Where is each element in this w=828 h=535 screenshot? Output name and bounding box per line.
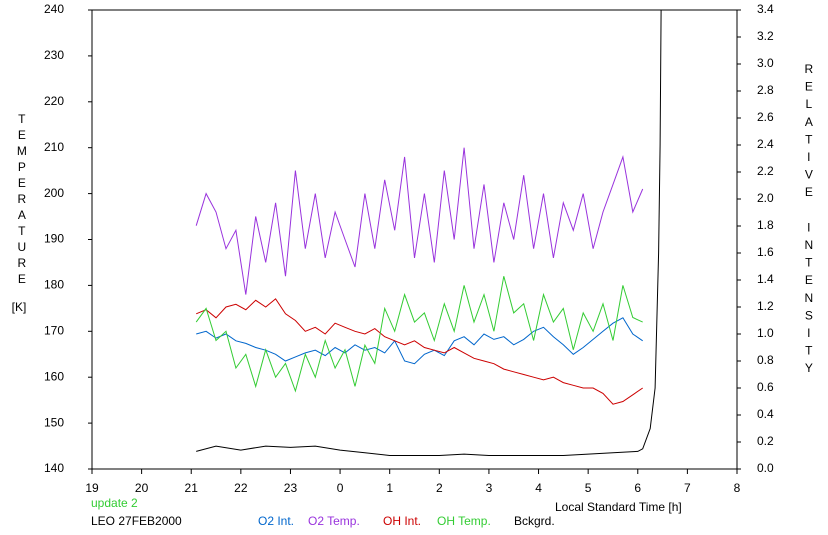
y2-tick-label: 2.6 [757,110,774,124]
y2-tick-label: 2.4 [757,137,774,151]
x-tick-label: 8 [734,481,741,495]
x-tick-label: 22 [234,481,248,495]
legend-label: O2 Temp. [308,514,360,528]
plot-area [195,10,662,456]
y2-tick-label: 2.2 [757,164,774,178]
y-tick-label: 170 [44,323,64,337]
y2-tick-label: 1.2 [757,299,774,313]
y2-tick-label: 0.6 [757,380,774,394]
x-tick-label: 1 [386,481,393,495]
x-tick-label: 21 [185,481,199,495]
x-tick-label: 2 [436,481,443,495]
y2-tick-label: 1.6 [757,245,774,259]
y-tick-label: 190 [44,232,64,246]
series-line [195,147,644,295]
x-tick-label: 7 [684,481,691,495]
x-axis-label: Local Standard Time [h] [555,500,682,514]
y-tick-label: 200 [44,186,64,200]
y2-tick-label: 0.4 [757,407,774,421]
x-tick-label: 5 [585,481,592,495]
legend-label: O2 Int. [258,514,294,528]
y-axis-unit: [K] [12,300,27,314]
series-line [196,298,643,405]
y2-tick-label: 1.4 [757,272,774,286]
y-tick-label: 180 [44,278,64,292]
y-tick-label: 220 [44,94,64,108]
legend-label: Bckgrd. [514,514,555,528]
x-tick-label: 3 [486,481,493,495]
y2-tick-label: 1.8 [757,218,774,232]
y2-tick-label: 0.8 [757,353,774,367]
y2-tick-label: 1.0 [757,326,774,340]
y2-tick-label: 2.8 [757,83,774,97]
legend-label: OH Temp. [437,514,491,528]
y-axis-label: TEMPERATURE [15,112,29,288]
y-tick-label: 160 [44,369,64,383]
series-line [196,317,643,365]
y2-tick-label: 2.0 [757,191,774,205]
x-tick-label: 20 [135,481,149,495]
y-tick-label: 140 [44,461,64,475]
x-tick-label: 19 [85,481,99,495]
x-tick-label: 6 [634,481,641,495]
y-tick-label: 230 [44,48,64,62]
x-tick-label: 0 [337,481,344,495]
legend-label: OH Int. [383,514,421,528]
y-tick-label: 240 [44,2,64,16]
y2-tick-label: 3.2 [757,29,774,43]
y2-tick-label: 0.0 [757,461,774,475]
series-line [196,10,662,456]
x-tick-label: 4 [535,481,542,495]
y-tick-label: 150 [44,415,64,429]
y-tick-label: 210 [44,140,64,154]
y2-tick-label: 0.2 [757,434,774,448]
x-tick-label: 23 [284,481,298,495]
plot-frame [91,9,738,470]
series-line [195,276,643,393]
y2-tick-label: 3.4 [757,2,774,16]
chart-title: LEO 27FEB2000 [91,514,182,528]
update-note: update 2 [91,496,138,510]
y2-axis-label: RELATIVE INTENSITY [802,62,816,379]
y2-tick-label: 3.0 [757,56,774,70]
